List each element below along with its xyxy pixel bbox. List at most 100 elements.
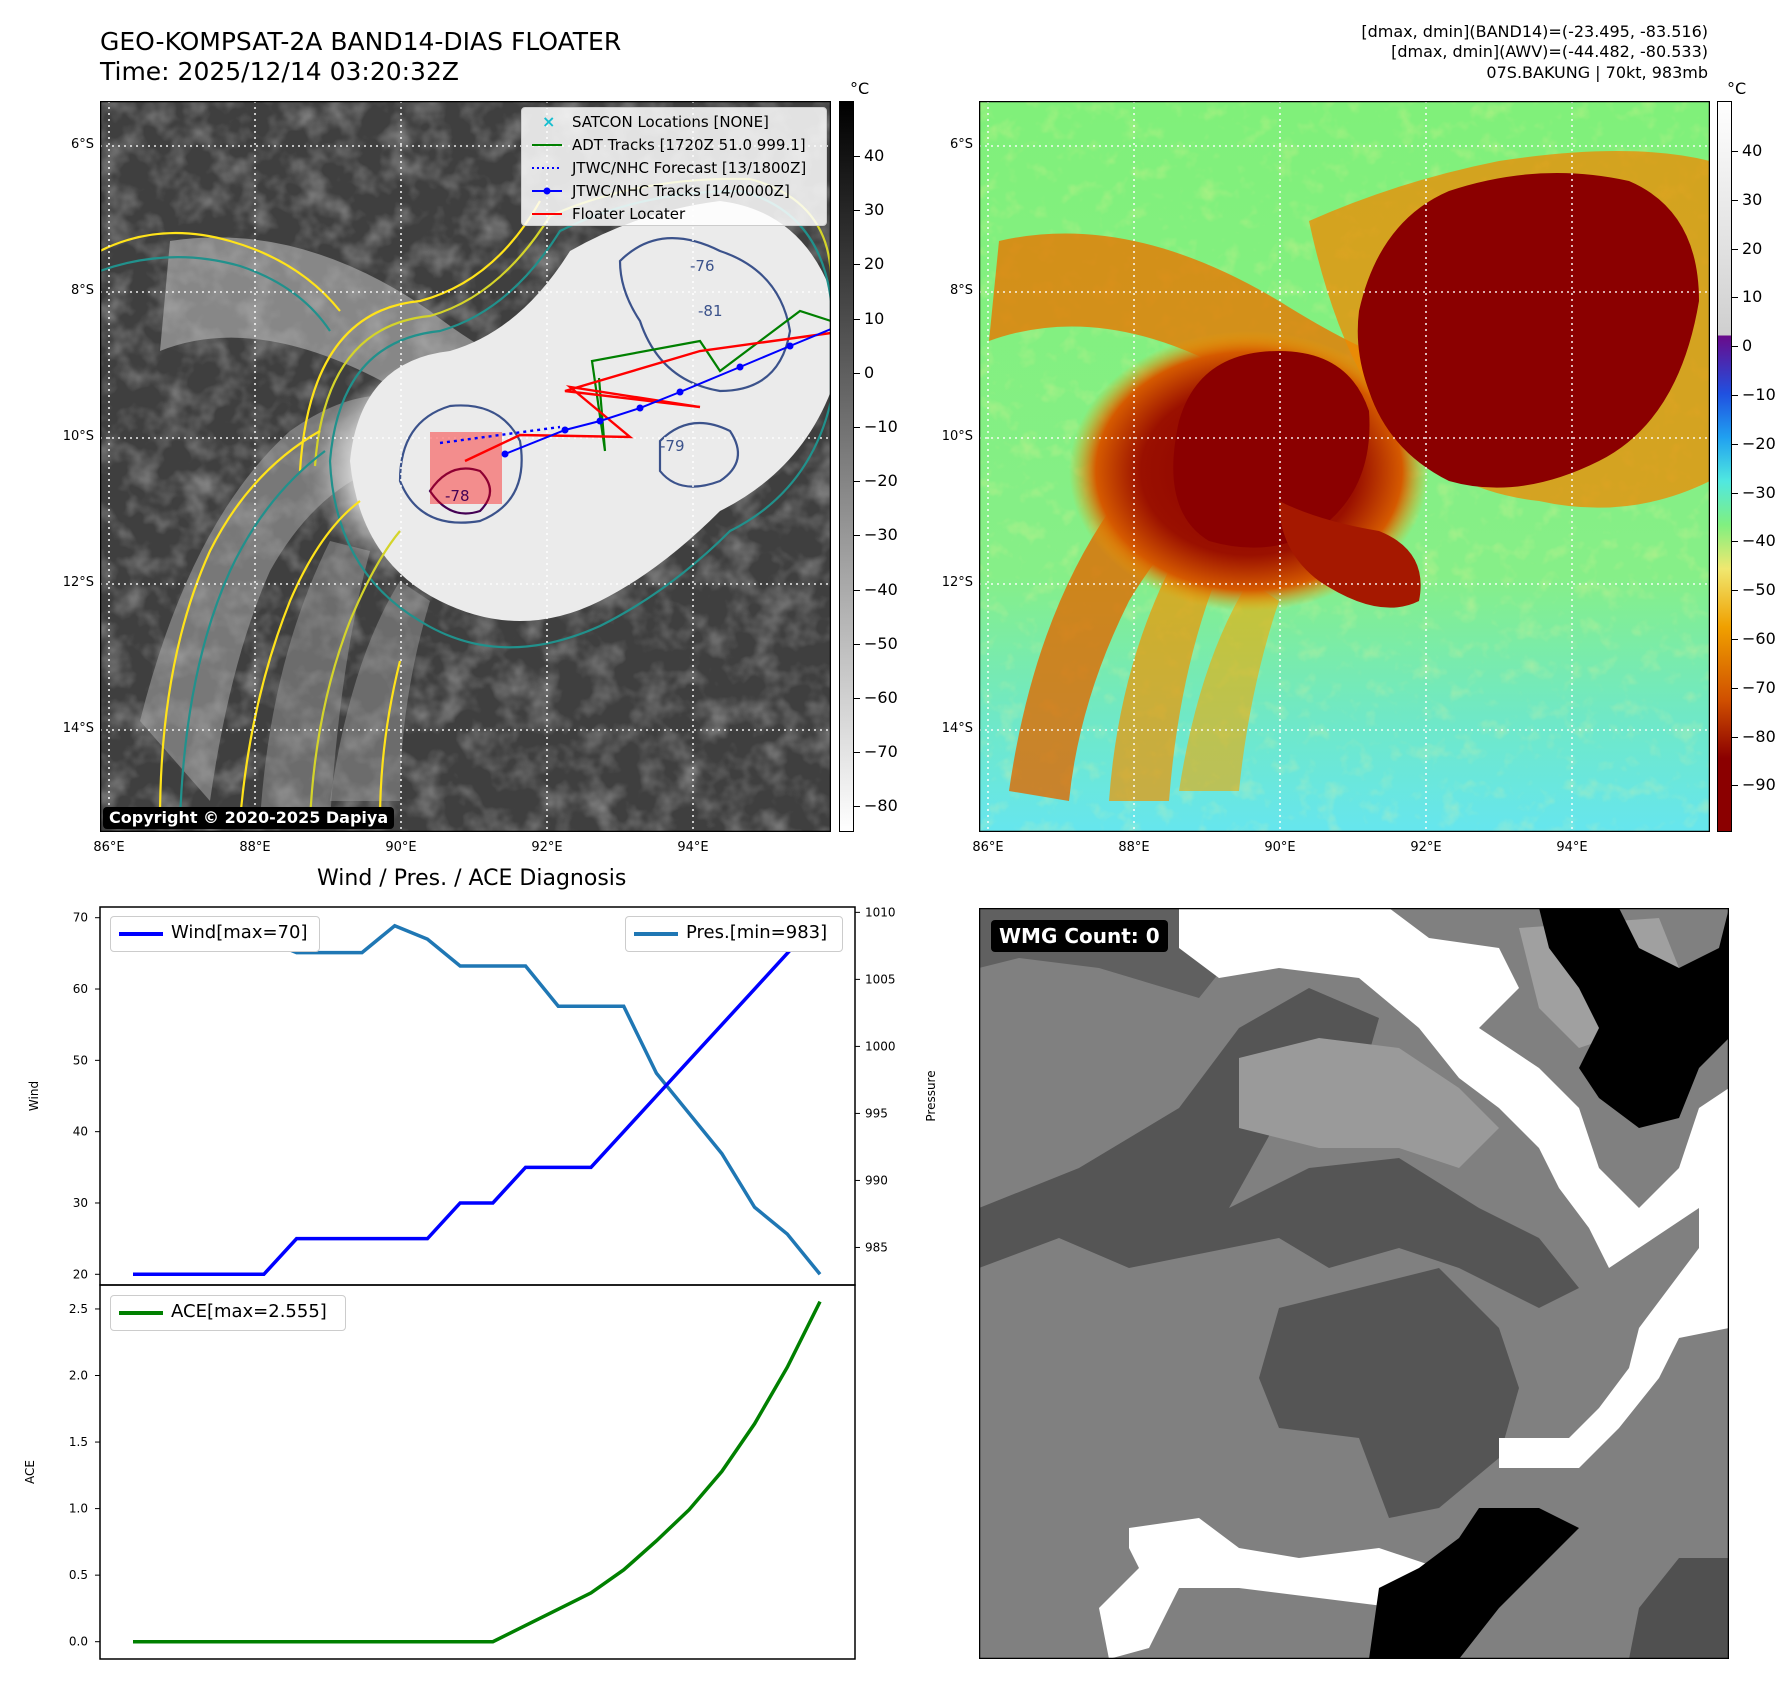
lon-tick-label: 90°E (385, 840, 417, 855)
ace-tick-label: 2.5 (69, 1302, 88, 1316)
pressure-tick-label: 1010 (865, 905, 896, 919)
colorbar-tick-mark (1732, 297, 1738, 299)
wind-tick-label: 50 (73, 1053, 88, 1067)
ace-tick-label: 1.0 (69, 1502, 88, 1516)
figure-time: Time: 2025/12/14 03:20:32Z (100, 57, 459, 86)
colorbar-tick-mark (1732, 492, 1738, 494)
colorbar-tick-mark (854, 210, 860, 212)
colorbar-tick-label: 0 (1742, 336, 1753, 356)
colorbar-tick-mark (1732, 785, 1738, 787)
wmg-image (978, 907, 1730, 1660)
figure-title: GEO-KOMPSAT-2A BAND14-DIAS FLOATER (100, 27, 622, 56)
info-awv-range: [dmax, dmin](AWV)=(-44.482, -80.533) (1391, 42, 1708, 61)
pressure-legend-label: Pres.[min=983] (686, 922, 828, 943)
floater-locater-line (464, 331, 832, 463)
lon-tick-label: 94°E (1556, 840, 1588, 855)
colorbar-tick-label: −40 (864, 579, 898, 599)
ace-legend: ACE[max=2.555] (110, 1295, 346, 1331)
line-dot-icon (530, 180, 564, 202)
awv-colorbar (1717, 101, 1732, 832)
jtwc-forecast-line (439, 425, 561, 445)
colorbar-tick-mark (1732, 541, 1738, 543)
ace-tick-label: 2.0 (69, 1369, 88, 1383)
colorbar-tick-label: −80 (1742, 726, 1776, 746)
wind-tick-label: 60 (73, 982, 88, 996)
lat-tick-label: 10°S (62, 429, 94, 444)
wind-tick-label: 20 (73, 1267, 88, 1281)
colorbar-tick-label: −70 (864, 742, 898, 762)
colorbar-tick-mark (1732, 151, 1738, 152)
colorbar-tick-label: 40 (1742, 141, 1763, 160)
awv-map-panel (978, 100, 1711, 833)
colorbar-tick-mark (854, 643, 860, 645)
colorbar-tick-label: 10 (864, 308, 885, 328)
colorbar-tick-mark (854, 264, 860, 266)
colorbar-tick-label: 0 (864, 362, 875, 382)
colorbar-tick-label: −50 (864, 633, 898, 653)
pressure-tick-label: 990 (865, 1173, 888, 1187)
lat-tick-label: 8°S (70, 283, 94, 298)
ir-colorbar (839, 101, 854, 832)
wind-series-line (133, 916, 822, 1277)
ace-series-line (133, 1300, 822, 1644)
wind-tick-label: 40 (73, 1125, 88, 1139)
ace-axis-label: ACE (23, 1460, 37, 1484)
legend-line-icon (634, 932, 678, 936)
colorbar-tick-mark (1732, 248, 1738, 250)
floater-box (430, 432, 502, 504)
ace-legend-label: ACE[max=2.555] (171, 1301, 327, 1322)
colorbar-tick-label: −10 (1742, 385, 1776, 404)
ace-chart: 0.0 0.5 1.0 1.5 2.0 2.5 ACE (23, 1284, 856, 1660)
colorbar-tick-label: 40 (864, 146, 885, 165)
colorbar-tick-label: −60 (1742, 629, 1776, 648)
contour-label: -78 (445, 487, 470, 505)
lon-tick-label: 88°E (239, 840, 271, 855)
colorbar-tick-label: 10 (1742, 287, 1763, 307)
wind-pressure-chart: 20 30 40 50 60 70 985 990 995 1000 1005 1010 Wind Pre… (27, 905, 938, 1286)
colorbar-tick-label: −60 (864, 688, 898, 707)
pressure-tick-label: 1005 (865, 972, 896, 986)
lat-tick-label: 14°S (941, 721, 973, 736)
lon-tick-label: 92°E (531, 840, 563, 855)
lon-tick-label: 90°E (1264, 840, 1296, 855)
ir-map-panel: -76 -81 -79 -78 × SATCON Locations [NONE… (99, 100, 833, 833)
pressure-tick-label: 985 (865, 1240, 888, 1254)
legend-label: ADT Tracks [1720Z 51.0 999.1] (572, 136, 806, 154)
lat-tick-label: 6°S (949, 137, 973, 152)
colorbar-tick-mark (854, 318, 860, 320)
legend-label: JTWC/NHC Tracks [14/0000Z] (572, 182, 790, 200)
colorbar-tick-mark (854, 698, 860, 699)
colorbar-tick-label: −80 (864, 796, 898, 816)
ir-colorbar-unit: °C (850, 79, 870, 98)
pressure-axis-label: Pressure (924, 1070, 938, 1121)
wind-tick-label: 30 (73, 1196, 88, 1210)
colorbar-tick-label: −40 (1742, 531, 1776, 551)
colorbar-tick-label: −30 (864, 525, 898, 545)
colorbar-tick-label: −20 (864, 471, 898, 491)
colorbar-tick-mark (1732, 590, 1738, 592)
colorbar-tick-mark (854, 752, 860, 754)
lat-tick-label: 10°S (941, 429, 973, 444)
legend-line-icon (119, 932, 163, 936)
colorbar-tick-mark (1732, 639, 1738, 640)
lon-tick-label: 88°E (1118, 840, 1150, 855)
colorbar-tick-label: −50 (1742, 580, 1776, 600)
colorbar-tick-mark (854, 156, 860, 157)
ace-tick-label: 0.0 (69, 1635, 88, 1649)
lat-tick-label: 12°S (62, 575, 94, 590)
colorbar-tick-label: −90 (1742, 775, 1776, 795)
ir-map-legend: × SATCON Locations [NONE] ADT Tracks [17… (521, 107, 827, 226)
colorbar-tick-label: 30 (1742, 189, 1763, 209)
lat-tick-label: 14°S (62, 721, 94, 736)
colorbar-tick-label: −30 (1742, 482, 1776, 502)
colorbar-tick-mark (1732, 199, 1738, 201)
colorbar-tick-label: 30 (864, 200, 885, 220)
colorbar-tick-label: −10 (864, 417, 898, 436)
copyright-badge: Copyright © 2020-2025 Dapiya (103, 807, 395, 829)
awv-colorbar-unit: °C (1727, 79, 1747, 98)
colorbar-tick-mark (854, 535, 860, 537)
pressure-legend: Pres.[min=983] (625, 916, 843, 952)
lat-tick-label: 12°S (941, 575, 973, 590)
pressure-tick-label: 995 (865, 1106, 888, 1120)
jtwc-track-line (504, 328, 832, 455)
